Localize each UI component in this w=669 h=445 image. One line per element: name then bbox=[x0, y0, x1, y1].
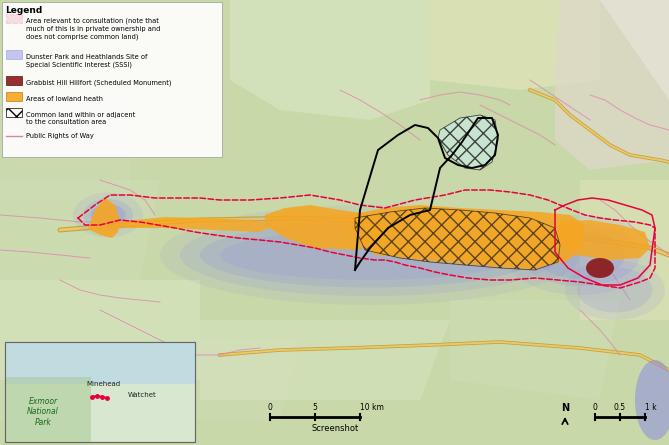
Polygon shape bbox=[265, 205, 380, 250]
Text: 5: 5 bbox=[312, 403, 317, 412]
Polygon shape bbox=[555, 0, 669, 170]
Polygon shape bbox=[355, 208, 560, 270]
Bar bbox=[6, 14, 22, 23]
Polygon shape bbox=[0, 280, 200, 380]
Ellipse shape bbox=[535, 231, 625, 279]
Text: 10 km: 10 km bbox=[360, 403, 384, 412]
Text: Grabbist Hill Hillfort (Scheduled Monument): Grabbist Hill Hillfort (Scheduled Monume… bbox=[26, 80, 171, 86]
Text: Watchet: Watchet bbox=[127, 392, 156, 398]
Ellipse shape bbox=[577, 267, 652, 312]
Bar bbox=[2, 2, 222, 157]
Bar bbox=[5, 342, 195, 442]
Text: Legend: Legend bbox=[5, 6, 42, 15]
Text: 1 k: 1 k bbox=[645, 403, 657, 412]
Ellipse shape bbox=[200, 222, 540, 287]
Text: Public Rights of Way: Public Rights of Way bbox=[26, 133, 94, 139]
Polygon shape bbox=[0, 340, 300, 420]
Ellipse shape bbox=[520, 224, 640, 286]
Ellipse shape bbox=[73, 193, 143, 238]
Polygon shape bbox=[350, 205, 585, 268]
Text: Minehead: Minehead bbox=[87, 381, 121, 387]
Polygon shape bbox=[580, 180, 669, 320]
Ellipse shape bbox=[90, 204, 126, 226]
Bar bbox=[6, 108, 22, 117]
Polygon shape bbox=[430, 0, 600, 90]
Ellipse shape bbox=[160, 205, 580, 305]
Text: Common land within or adjacent
to the consultation area: Common land within or adjacent to the co… bbox=[26, 112, 135, 125]
Text: 0.5: 0.5 bbox=[614, 403, 626, 412]
Text: 0: 0 bbox=[593, 403, 597, 412]
Polygon shape bbox=[600, 0, 669, 100]
Ellipse shape bbox=[83, 199, 133, 231]
Bar bbox=[5, 342, 195, 384]
Ellipse shape bbox=[635, 360, 669, 440]
Polygon shape bbox=[450, 300, 620, 400]
Text: N: N bbox=[561, 403, 569, 413]
Text: Exmoor
National
Park: Exmoor National Park bbox=[27, 397, 59, 427]
Ellipse shape bbox=[565, 260, 665, 320]
Ellipse shape bbox=[180, 214, 560, 296]
Ellipse shape bbox=[220, 230, 520, 280]
Text: Screenshot: Screenshot bbox=[311, 424, 359, 433]
Text: 0: 0 bbox=[268, 403, 272, 412]
Bar bbox=[6, 92, 22, 101]
Ellipse shape bbox=[586, 258, 614, 278]
Polygon shape bbox=[230, 0, 430, 120]
Bar bbox=[6, 76, 22, 85]
Polygon shape bbox=[0, 100, 130, 200]
Ellipse shape bbox=[635, 360, 669, 440]
Polygon shape bbox=[200, 320, 450, 400]
Ellipse shape bbox=[505, 215, 655, 295]
Polygon shape bbox=[555, 220, 650, 260]
Ellipse shape bbox=[635, 360, 669, 440]
Polygon shape bbox=[115, 217, 270, 232]
Text: Dunster Park and Heathlands Site of
Special Scientific Interest (SSSI): Dunster Park and Heathlands Site of Spec… bbox=[26, 54, 147, 68]
Text: Area relevant to consultation (note that
much of this is in private ownership an: Area relevant to consultation (note that… bbox=[26, 18, 161, 40]
Polygon shape bbox=[88, 198, 120, 238]
Polygon shape bbox=[438, 115, 498, 170]
Bar bbox=[5, 342, 195, 442]
Polygon shape bbox=[0, 180, 160, 280]
Bar bbox=[6, 50, 22, 59]
Bar bbox=[5, 377, 90, 442]
Text: Areas of lowland heath: Areas of lowland heath bbox=[26, 96, 103, 102]
